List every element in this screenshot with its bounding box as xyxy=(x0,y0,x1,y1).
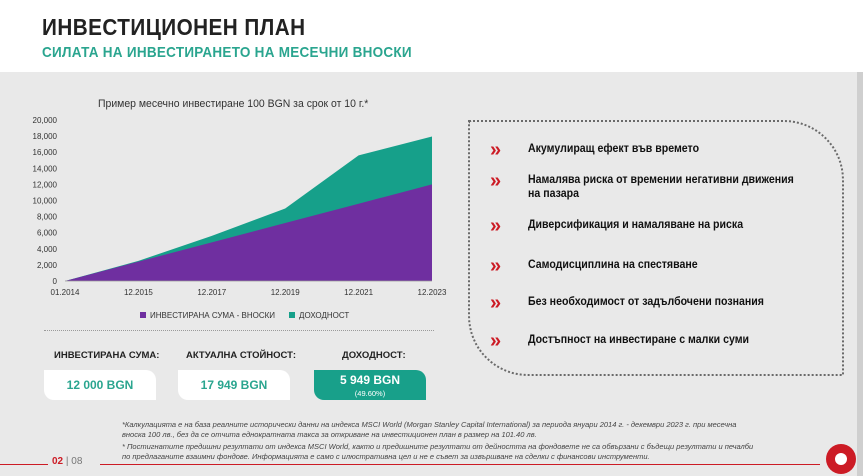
kpi-value-invested: 12 000 BGN xyxy=(66,378,134,392)
y-tick-label: 14,000 xyxy=(33,164,58,173)
double-chevron-icon: » xyxy=(490,330,501,352)
footer-line-left xyxy=(0,464,48,465)
double-chevron-icon: » xyxy=(490,139,501,161)
double-chevron-icon: » xyxy=(490,170,501,192)
chart-title: Пример месечно инвестиране 100 BGN за ср… xyxy=(98,98,369,110)
benefits-box: » Акумулиращ ефект във времето » Намалява … xyxy=(468,120,844,376)
benefit-item: » Достъпност на инвестиране с малки суми xyxy=(490,330,828,352)
kpi-label-current: АКТУАЛНА СТОЙНОСТ: xyxy=(186,350,297,361)
legend-label-return: ДОХОДНОСТ xyxy=(299,311,350,320)
benefit-item: » Акумулиращ ефект във времето xyxy=(490,139,828,161)
benefit-text: Акумулиращ ефект във времето xyxy=(528,143,700,155)
y-tick-label: 0 xyxy=(53,277,58,286)
y-tick-label: 2,000 xyxy=(37,261,58,270)
benefit-item: » Намалява риска от времении негативни дв… xyxy=(490,170,828,201)
x-tick-label: 01.2014 xyxy=(51,288,80,297)
benefit-text: Без необходимост от задълбочени познания xyxy=(528,296,764,308)
page-title: ИНВЕСТИЦИОНЕН ПЛАН xyxy=(42,14,306,40)
footer-line-right xyxy=(100,464,820,465)
page-subtitle: СИЛАТА НА ИНВЕСТИРАНЕТО НА МЕСЕЧНИ ВНОСК… xyxy=(42,44,412,61)
y-tick-label: 18,000 xyxy=(33,132,58,141)
kpi-label-return: ДОХОДНОСТ: xyxy=(342,350,406,361)
investment-area-chart: 0 2,000 4,000 6,000 8,000 10,000 12,000 14,000 1… xyxy=(33,116,447,297)
kpi-sub-return: (49.60%) xyxy=(354,388,386,398)
page-separator: | xyxy=(65,456,69,467)
benefit-item: » Без необходимост от задълбочени познани… xyxy=(490,292,828,314)
kpi-box-current: 17 949 BGN xyxy=(178,370,290,400)
double-chevron-icon: » xyxy=(490,255,501,277)
benefit-text: Диверсификация и намаляване на риска xyxy=(528,219,744,231)
x-tick-label: 12.2019 xyxy=(271,288,300,297)
y-tick-label: 8,000 xyxy=(37,213,58,222)
benefit-text: Достъпност на инвестиране с малки суми xyxy=(528,334,750,346)
y-tick-label: 12,000 xyxy=(33,180,58,189)
benefit-text: Самодисциплина на спестяване xyxy=(528,259,698,271)
double-chevron-icon: » xyxy=(490,215,501,237)
kpi-value-current: 17 949 BGN xyxy=(200,378,268,392)
section-divider xyxy=(44,330,434,331)
right-edge-strip xyxy=(857,72,863,476)
x-tick-label: 12.2023 xyxy=(418,288,447,297)
page-number: 02 | 08 xyxy=(52,456,82,467)
double-chevron-icon: » xyxy=(490,292,501,314)
page-current: 02 xyxy=(52,456,64,467)
x-tick-label: 12.2015 xyxy=(124,288,153,297)
benefit-text: Намалява риска от времении негативни дви… xyxy=(528,174,794,200)
y-tick-label: 16,000 xyxy=(33,148,58,157)
y-tick-label: 6,000 xyxy=(37,229,58,238)
legend-item-invested: ИНВЕСТИРАНА СУМА - ВНОСКИ xyxy=(140,311,275,320)
kpi-value-return: 5 949 BGN xyxy=(339,372,401,387)
x-tick-label: 12.2021 xyxy=(344,288,373,297)
header: ИНВЕСТИЦИОНЕН ПЛАН СИЛАТА НА ИНВЕСТИРАНЕ… xyxy=(0,0,863,72)
benefit-item: » Диверсификация и намаляване на риска xyxy=(490,215,828,237)
footnote-disclaimer: * Постигнатите предишни резултати от инд… xyxy=(122,442,754,461)
kpi-label-invested: ИНВЕСТИРАНА СУМА: xyxy=(54,350,160,361)
benefit-item: » Самодисциплина на спестяване xyxy=(490,255,828,277)
y-tick-label: 10,000 xyxy=(33,197,58,206)
area-series-0 xyxy=(65,184,432,281)
footnote-calculation: *Калкулацията е на база реалните историч… xyxy=(122,420,737,439)
unicredit-logo-icon xyxy=(826,444,856,474)
kpi-box-return: 5 949 BGN (49.60%) xyxy=(314,370,426,400)
x-tick-label: 12.2017 xyxy=(197,288,226,297)
page-total: 08 xyxy=(71,456,83,467)
chart-legend: ИНВЕСТИРАНА СУМА - ВНОСКИ ДОХОДНОСТ xyxy=(140,311,349,320)
y-tick-label: 4,000 xyxy=(37,245,58,254)
kpi-box-invested: 12 000 BGN xyxy=(44,370,156,400)
legend-item-return: ДОХОДНОСТ xyxy=(289,311,349,320)
legend-label-invested: ИНВЕСТИРАНА СУМА - ВНОСКИ xyxy=(150,311,276,320)
y-tick-label: 20,000 xyxy=(33,116,58,125)
